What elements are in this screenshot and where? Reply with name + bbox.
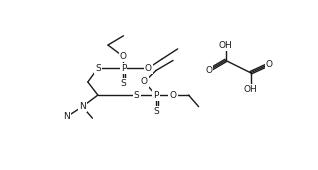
Text: O: O — [169, 91, 176, 100]
Text: O: O — [141, 78, 148, 87]
Text: P: P — [153, 91, 159, 100]
Text: OH: OH — [219, 40, 233, 49]
Text: N: N — [79, 102, 86, 111]
Text: O: O — [205, 66, 212, 75]
Text: S: S — [153, 107, 159, 116]
Text: O: O — [120, 52, 127, 61]
Text: P: P — [121, 64, 126, 73]
Text: N: N — [64, 112, 70, 121]
Text: S: S — [95, 64, 101, 73]
Text: OH: OH — [244, 85, 258, 94]
Text: O: O — [266, 60, 273, 69]
Text: O: O — [145, 64, 152, 73]
Text: S: S — [134, 91, 140, 100]
Text: S: S — [121, 79, 126, 88]
